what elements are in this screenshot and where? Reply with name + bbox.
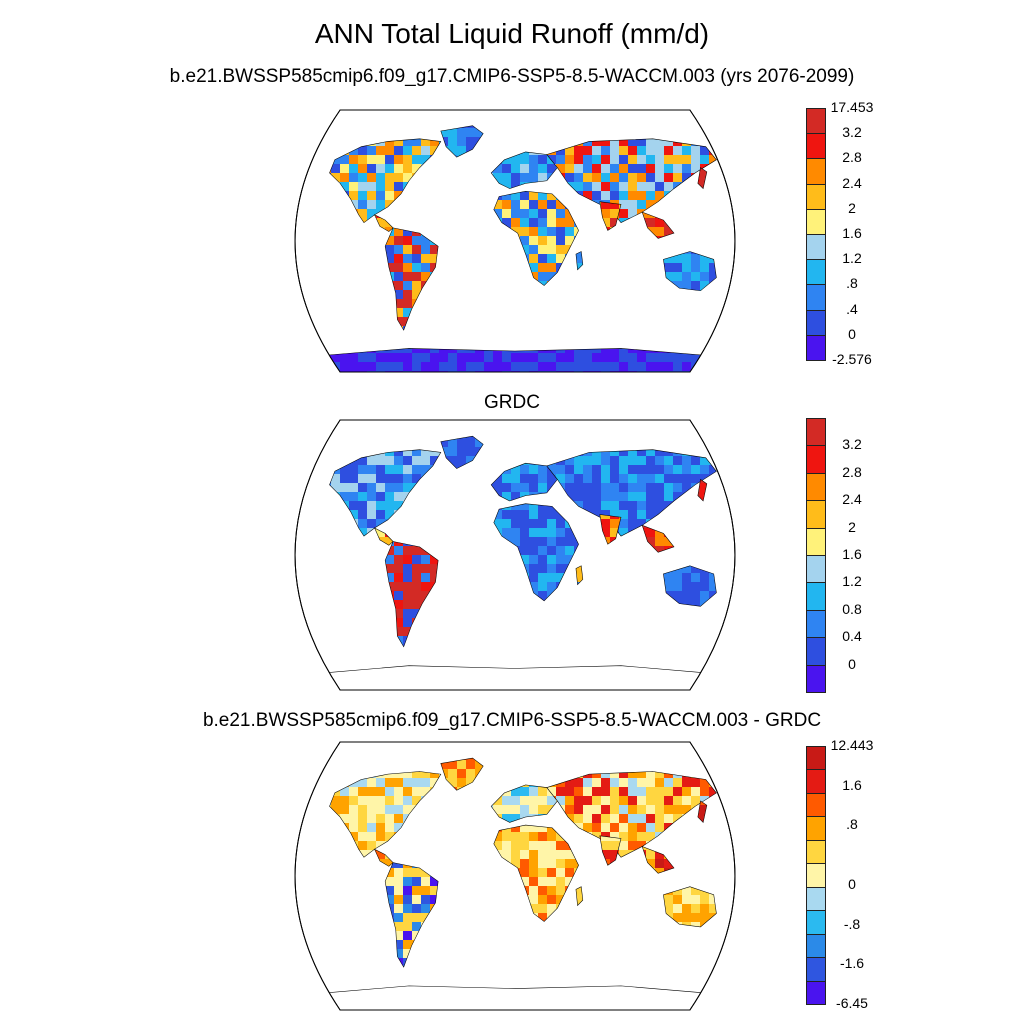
colorbar-label: .8 bbox=[822, 816, 882, 832]
colorbar-label: .4 bbox=[822, 301, 882, 317]
colorbar-label: 1.6 bbox=[822, 777, 882, 793]
colorbar-label: 1.6 bbox=[822, 546, 882, 562]
colorbar-label: -6.45 bbox=[822, 995, 882, 1011]
colorbar-label: 2.8 bbox=[822, 149, 882, 165]
panel-3-title: b.e21.BWSSP585cmip6.f09_g17.CMIP6-SSP5-8… bbox=[0, 710, 1024, 732]
colorbar-label: 17.453 bbox=[822, 99, 882, 115]
model-runoff-map bbox=[250, 110, 780, 372]
colorbar-label: 0.4 bbox=[822, 628, 882, 644]
figure-title: ANN Total Liquid Runoff (mm/d) bbox=[0, 18, 1024, 50]
colorbar-label: -.8 bbox=[822, 916, 882, 932]
coastline-new-zealand bbox=[730, 604, 741, 618]
colorbar-label: 2.4 bbox=[822, 491, 882, 507]
colorbar-label: 0 bbox=[822, 876, 882, 892]
colorbar-label: 0 bbox=[822, 656, 882, 672]
colorbar-label: -1.6 bbox=[822, 955, 882, 971]
colorbar-label: 3.2 bbox=[822, 436, 882, 452]
panel-1-title: b.e21.BWSSP585cmip6.f09_g17.CMIP6-SSP5-8… bbox=[0, 66, 1024, 88]
colorbar-label: 1.2 bbox=[822, 573, 882, 589]
colorbar-label: 1.2 bbox=[822, 250, 882, 266]
colorbar-label: 3.2 bbox=[822, 124, 882, 140]
colorbar-label: 2 bbox=[822, 200, 882, 216]
panel-2-title: GRDC bbox=[0, 392, 1024, 414]
colorbar-label: 1.6 bbox=[822, 225, 882, 241]
colorbar-label: 2.8 bbox=[822, 464, 882, 480]
coastline-new-zealand bbox=[730, 288, 741, 301]
colorbar-label: -2.576 bbox=[822, 351, 882, 367]
colorbar-label: 2.4 bbox=[822, 175, 882, 191]
colorbar-label: 12.443 bbox=[822, 737, 882, 753]
colorbar-label: 0.8 bbox=[822, 601, 882, 617]
colorbar-label: .8 bbox=[822, 275, 882, 291]
coastline-new-zealand bbox=[730, 924, 741, 937]
colorbar-swatch bbox=[806, 840, 826, 864]
colorbar-label: 0 bbox=[822, 326, 882, 342]
grdc-runoff-map bbox=[250, 420, 780, 690]
colorbar-label: 2 bbox=[822, 519, 882, 535]
difference-runoff-map bbox=[250, 742, 780, 1010]
colorbar-swatch bbox=[806, 793, 826, 817]
